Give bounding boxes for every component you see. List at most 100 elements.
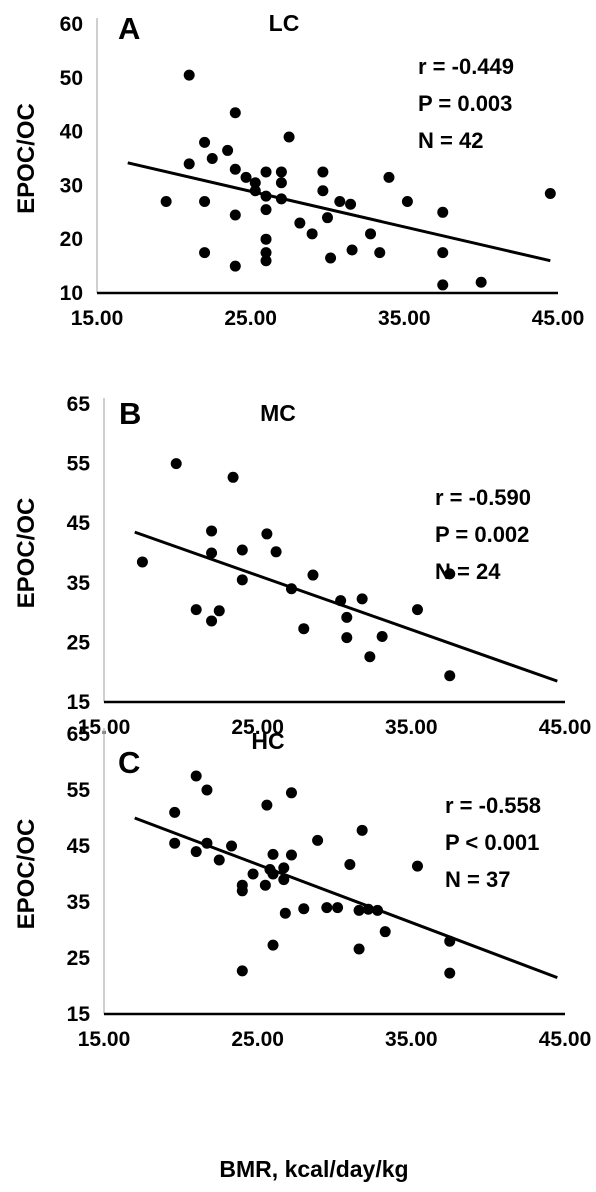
data-point — [222, 144, 234, 156]
data-point — [353, 904, 365, 916]
data-point — [346, 244, 358, 256]
panel-title: LC — [269, 10, 300, 36]
data-point — [260, 247, 272, 259]
data-point — [356, 593, 368, 605]
stat-line: r = -0.590 — [435, 485, 531, 510]
data-point — [383, 171, 395, 183]
data-point — [475, 276, 487, 288]
x-tick-label: 35.00 — [385, 1028, 438, 1051]
y-tick-label: 40 — [60, 121, 83, 144]
data-point — [307, 569, 319, 581]
data-point — [544, 187, 556, 199]
data-point — [259, 879, 271, 891]
data-point — [229, 163, 241, 175]
stat-line: r = -0.558 — [445, 793, 541, 818]
data-point — [444, 967, 456, 979]
data-point — [298, 623, 310, 635]
y-tick-label: 65 — [67, 723, 91, 746]
data-point — [236, 574, 248, 586]
data-point — [278, 862, 290, 874]
stat-line: r = -0.449 — [418, 54, 514, 79]
data-point — [335, 595, 347, 607]
y-tick-label: 65 — [67, 393, 91, 416]
data-point — [317, 185, 329, 197]
x-tick-label: 45.00 — [539, 716, 592, 739]
x-tick-label: 45.00 — [532, 307, 585, 330]
x-axis-label: BMR, kcal/day/kg — [219, 1156, 408, 1182]
y-tick-label: 30 — [60, 174, 83, 197]
data-point — [227, 471, 239, 483]
y-axis-label: EPOC/OC — [13, 103, 40, 214]
panel-letter: A — [118, 11, 140, 46]
y-axis-label: EPOC/OC — [13, 498, 40, 609]
data-point — [169, 837, 181, 849]
data-point — [260, 255, 272, 267]
y-tick-label: 55 — [67, 453, 91, 476]
data-point — [261, 799, 273, 811]
data-point — [312, 834, 324, 846]
x-tick-label: 25.00 — [231, 716, 284, 739]
y-tick-label: 45 — [67, 512, 91, 535]
y-tick-label: 15 — [67, 1003, 91, 1026]
data-point — [306, 228, 318, 240]
panel-b: 15 25 35 45 55 65 15.00 25.00 35.00 45.00 EPOC/OC B… — [13, 393, 591, 739]
data-point — [170, 458, 182, 470]
data-point — [285, 849, 297, 861]
stat-line: P = 0.002 — [435, 522, 529, 547]
y-tick-label: 20 — [60, 228, 83, 251]
y-tick-label: 60 — [60, 13, 83, 36]
data-point — [247, 868, 259, 880]
x-tick-label: 35.00 — [378, 307, 431, 330]
data-point — [334, 196, 346, 208]
data-point — [213, 605, 225, 617]
data-point — [437, 247, 449, 259]
data-point — [285, 787, 297, 799]
data-point — [444, 670, 456, 682]
data-point — [437, 206, 449, 218]
data-point — [260, 190, 272, 202]
data-point — [376, 630, 388, 642]
data-point — [206, 547, 218, 559]
data-point — [372, 904, 384, 916]
data-point — [345, 198, 357, 210]
data-point — [341, 611, 353, 623]
data-point — [317, 166, 329, 178]
y-tick-label: 25 — [67, 631, 91, 654]
panel-a: 10 20 30 40 50 60 15.00 25.00 35.00 45.00 EPOC/OC A… — [13, 10, 584, 330]
y-tick-label: 35 — [67, 572, 91, 595]
data-point — [444, 568, 456, 580]
data-point — [201, 837, 213, 849]
x-tick-label: 45.00 — [539, 1028, 592, 1051]
data-point — [275, 166, 287, 178]
data-point — [249, 185, 261, 197]
data-point — [264, 864, 276, 876]
data-point — [136, 556, 148, 568]
y-tick-label: 25 — [67, 947, 91, 970]
data-point — [285, 583, 297, 595]
data-point — [411, 604, 423, 616]
x-tick-label: 15.00 — [71, 307, 124, 330]
x-tick-label: 25.00 — [231, 1028, 284, 1051]
data-point — [229, 107, 241, 119]
data-point — [325, 252, 337, 264]
data-point — [322, 212, 333, 224]
data-point — [183, 158, 195, 170]
y-axis-label: EPOC/OC — [13, 819, 40, 930]
data-point — [270, 546, 282, 558]
stat-line: N = 42 — [418, 128, 483, 153]
x-tick-label: 15.00 — [78, 1028, 131, 1051]
data-point — [199, 136, 211, 148]
data-point — [199, 196, 211, 208]
data-point — [321, 902, 333, 914]
data-point — [236, 965, 248, 977]
stat-line: N = 37 — [445, 867, 510, 892]
data-point — [275, 177, 287, 189]
data-point — [190, 770, 202, 782]
data-point — [437, 279, 449, 291]
x-tick-label: 15.00 — [78, 716, 131, 739]
data-point — [249, 177, 261, 189]
data-point — [229, 209, 241, 221]
data-point — [206, 615, 218, 627]
data-point — [190, 604, 202, 616]
data-point — [332, 902, 344, 914]
